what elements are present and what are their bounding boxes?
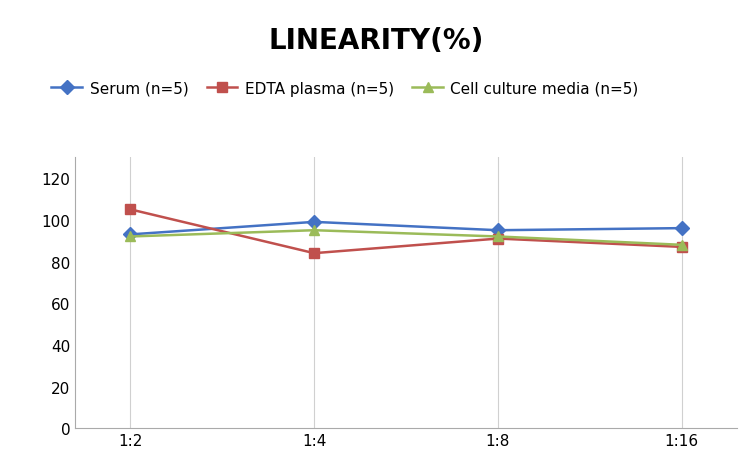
Text: LINEARITY(%): LINEARITY(%): [268, 27, 484, 55]
Cell culture media (n=5): [126, 234, 135, 239]
Legend: Serum (n=5), EDTA plasma (n=5), Cell culture media (n=5): Serum (n=5), EDTA plasma (n=5), Cell cul…: [45, 75, 644, 102]
Line: Cell culture media (n=5): Cell culture media (n=5): [126, 226, 687, 250]
Serum (n=5): [310, 220, 319, 225]
Serum (n=5): [493, 228, 502, 234]
EDTA plasma (n=5): [493, 236, 502, 242]
Line: EDTA plasma (n=5): EDTA plasma (n=5): [126, 205, 687, 258]
Cell culture media (n=5): [493, 234, 502, 239]
Line: Serum (n=5): Serum (n=5): [126, 217, 687, 240]
EDTA plasma (n=5): [310, 251, 319, 256]
EDTA plasma (n=5): [126, 207, 135, 212]
EDTA plasma (n=5): [678, 244, 687, 250]
Serum (n=5): [126, 232, 135, 238]
Serum (n=5): [678, 226, 687, 231]
Cell culture media (n=5): [678, 243, 687, 248]
Cell culture media (n=5): [310, 228, 319, 234]
